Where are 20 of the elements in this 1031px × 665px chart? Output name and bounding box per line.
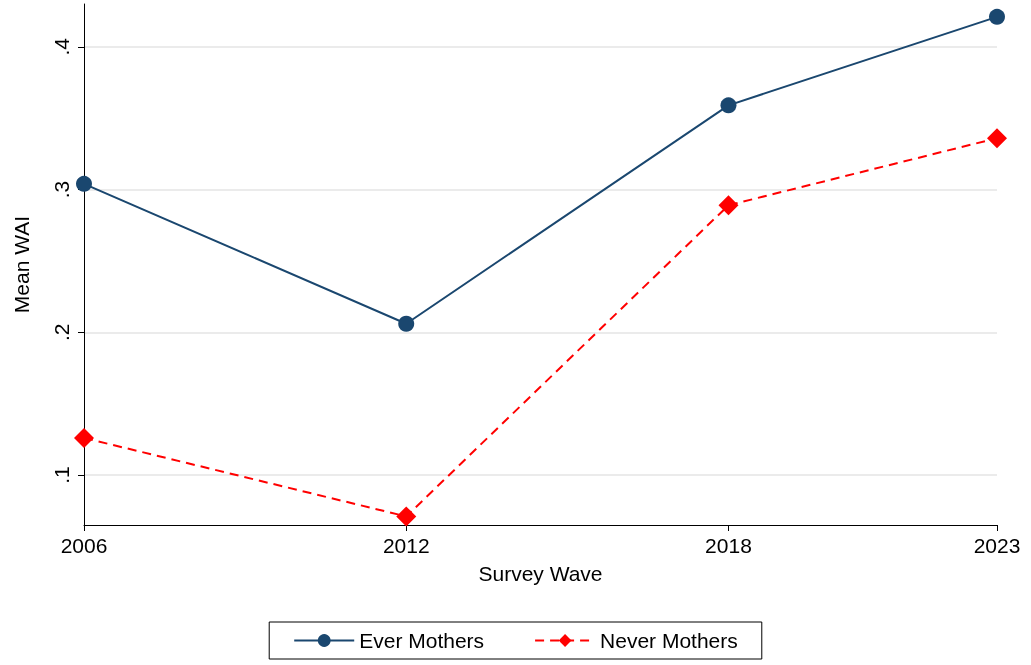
point bbox=[989, 8, 1005, 25]
x-tick-label: 2006 bbox=[60, 534, 108, 557]
x-tick-label: 2012 bbox=[382, 534, 430, 557]
point bbox=[76, 175, 92, 192]
x-axis-title: Survey Wave bbox=[478, 562, 603, 585]
point bbox=[720, 97, 737, 114]
y-axis-title: Mean WAI bbox=[10, 215, 33, 314]
y-tick-label: .2 bbox=[50, 323, 73, 342]
x-tick-label: 2018 bbox=[705, 534, 752, 557]
point bbox=[398, 315, 415, 332]
point bbox=[396, 506, 417, 527]
point bbox=[987, 128, 1007, 149]
legend-label: Ever Mothers bbox=[359, 629, 485, 652]
point bbox=[718, 195, 739, 216]
point bbox=[74, 427, 94, 448]
x-tick-label: 2023 bbox=[973, 534, 1021, 557]
legend-label: Never Mothers bbox=[600, 629, 738, 652]
y-tick-label: .4 bbox=[50, 37, 73, 56]
y-tick-label: .3 bbox=[50, 180, 73, 199]
y-tick-label: .1 bbox=[50, 466, 73, 484]
